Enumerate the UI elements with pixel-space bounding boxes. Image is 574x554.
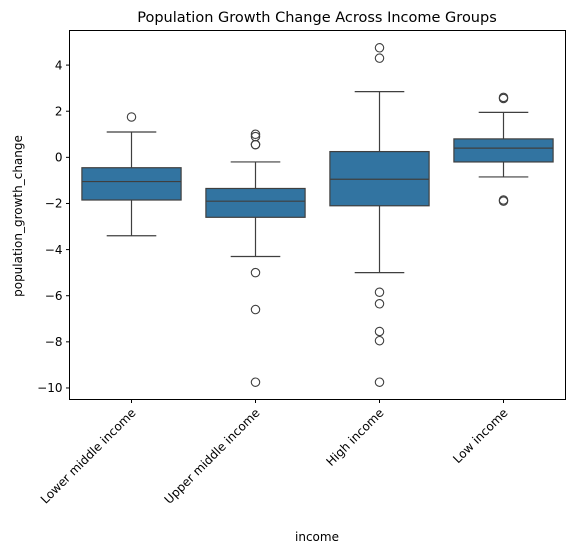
y-axis-label: population_growth_change (11, 135, 25, 297)
outlier-point (375, 44, 383, 52)
box-group (330, 44, 429, 387)
outlier-point (251, 268, 259, 276)
y-tick-label: 2 (55, 104, 63, 118)
box-group (206, 130, 305, 386)
y-tick-label: 0 (55, 151, 63, 165)
y-tick-label: −2 (45, 197, 63, 211)
y-tick-label: −4 (45, 243, 63, 257)
outlier-point (375, 288, 383, 296)
outlier-point (251, 305, 259, 313)
plot-marks (82, 44, 553, 387)
outlier-point (251, 378, 259, 386)
plot-frame (70, 31, 566, 400)
outlier-point (375, 378, 383, 386)
outlier-point (251, 140, 259, 148)
iqr-box (82, 168, 181, 200)
x-tick-label: Lower middle income (38, 406, 139, 507)
iqr-box (206, 188, 305, 217)
y-axis: 4 2 0 −2 −4 −6 −8 −10 (37, 58, 69, 395)
outlier-point (375, 300, 383, 308)
chart-title: Population Growth Change Across Income G… (137, 10, 497, 26)
x-tick-label: High income (323, 406, 386, 469)
box-group (454, 93, 553, 205)
x-axis-label: income (295, 530, 339, 544)
x-tick-label: Low income (450, 406, 510, 466)
iqr-box (454, 139, 553, 162)
y-tick-label: 4 (55, 58, 63, 72)
outlier-point (375, 54, 383, 62)
box-group (82, 113, 181, 236)
y-tick-label: −6 (45, 289, 63, 303)
outlier-point (375, 327, 383, 335)
outlier-point (127, 113, 135, 121)
x-tick-label: Upper middle income (162, 406, 263, 507)
y-tick-label: −8 (45, 335, 63, 349)
outlier-point (375, 336, 383, 344)
y-tick-label: −10 (37, 381, 62, 395)
x-axis: Lower middle income Upper middle income Hi… (38, 400, 511, 507)
